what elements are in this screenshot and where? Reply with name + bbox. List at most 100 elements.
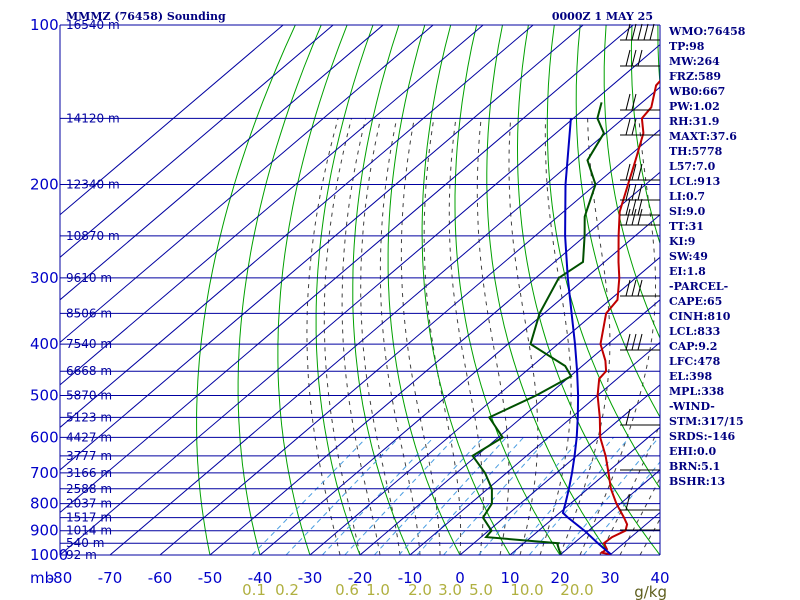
wind-barb-flag — [637, 49, 643, 67]
wind-barb-flag — [625, 279, 631, 297]
moist-adiabat — [323, 118, 361, 555]
mixing-ratio-line — [478, 437, 582, 555]
index-line: FRZ:589 — [669, 70, 721, 83]
isotherm-0 — [459, 384, 660, 555]
moist-adiabat — [306, 118, 341, 555]
wind-barb-flag — [631, 279, 637, 297]
isotherms — [60, 25, 660, 555]
height-label: 1014 m — [66, 524, 112, 538]
wind-barb-flag — [643, 23, 649, 41]
mixing-ratio-label: 0.6 — [335, 581, 359, 599]
temperature-label: -30 — [298, 569, 323, 587]
index-line: CAPE:65 — [669, 295, 722, 308]
wind-barb-flag — [631, 198, 637, 216]
index-line: LCL:913 — [669, 175, 720, 188]
index-line: PW:1.02 — [669, 100, 720, 113]
pressure-label-1000: 1000 — [30, 546, 68, 564]
wind-barb-flag — [625, 93, 631, 111]
dry-adiabat — [237, 25, 322, 555]
wind-barb-flag — [637, 183, 643, 201]
mixing-ratio-line — [285, 437, 400, 555]
wind-barb-flag — [631, 183, 637, 201]
isotherm--40 — [259, 214, 660, 555]
index-line: EI:1.8 — [669, 265, 706, 278]
moist-adiabat — [599, 422, 660, 555]
height-label: 14120 m — [66, 111, 120, 125]
isotherm--80 — [60, 43, 660, 555]
temperature-label: 20 — [550, 569, 569, 587]
wind-barb-flag — [637, 279, 643, 297]
height-label: 3777 m — [66, 449, 112, 463]
isotherm--20 — [359, 299, 660, 555]
wind-barb-flag — [625, 208, 631, 226]
height-label: 2037 m — [66, 497, 112, 511]
wind-barb-flag — [631, 333, 637, 351]
wind-barb-flag — [631, 118, 637, 136]
mixing-ratio-line — [322, 437, 434, 555]
pressure-label-900: 900 — [30, 522, 59, 540]
index-line: SI:9.0 — [669, 205, 706, 218]
isotherm--120 — [60, 25, 484, 386]
index-line: WB0:667 — [668, 85, 725, 98]
dry-adiabat — [761, 25, 800, 555]
pressure-label-100: 100 — [30, 16, 59, 34]
height-label: 92 m — [66, 548, 97, 562]
wind-barb-flag — [625, 333, 631, 351]
index-line: LCL:833 — [669, 325, 720, 338]
isotherm--110 — [60, 25, 534, 429]
wind-barb-flag — [649, 23, 655, 41]
mixing-ratio-label: 1.0 — [366, 581, 390, 599]
isotherm--70 — [109, 86, 660, 555]
index-line: CINH:810 — [669, 310, 731, 323]
isotherm--150 — [60, 25, 334, 258]
wind-barb-flag — [637, 208, 643, 226]
temperature-label: 40 — [650, 569, 669, 587]
wind-barb-flag — [637, 333, 643, 351]
wind-barb-flag — [631, 93, 637, 111]
mixing-ratio-line — [344, 437, 456, 555]
mixing-ratio-line — [398, 437, 507, 555]
index-line: TH:5778 — [669, 145, 723, 158]
moist-adiabat — [379, 118, 421, 555]
height-label: 2588 m — [66, 482, 112, 496]
pressure-label-400: 400 — [30, 335, 59, 353]
temperature-profile — [596, 79, 660, 555]
index-line: CAP:9.2 — [669, 340, 717, 353]
wind-barb-flag — [625, 49, 631, 67]
index-line: -WIND- — [669, 400, 715, 413]
mixing-ratio-line — [374, 437, 484, 555]
station-title: MMMZ (76458) Sounding — [66, 10, 226, 23]
valid-time: 0000Z 1 MAY 25 — [552, 10, 653, 23]
moist-adiabat — [448, 118, 484, 555]
height-label: 8506 m — [66, 306, 112, 320]
parcel-profile — [561, 118, 612, 555]
stability-indices-panel: WMO:76458 TP:98 MW:264 FRZ:589 WB0:667 PW:1.0… — [668, 25, 746, 488]
index-line: BSHR:13 — [669, 475, 725, 488]
wind-barb-flag — [631, 23, 637, 41]
isotherm--100 — [60, 25, 584, 471]
wind-barb-flag — [631, 208, 637, 226]
wind-barb-flag — [631, 163, 637, 181]
index-line: SW:49 — [669, 250, 708, 263]
temperature-label: 30 — [600, 569, 619, 587]
mixing-ratio-line — [251, 437, 368, 555]
index-line: LFC:478 — [669, 355, 721, 368]
temperature-label: -10 — [398, 569, 423, 587]
temperature-label: 0 — [455, 569, 465, 587]
index-line: LI:0.7 — [669, 190, 705, 203]
temperature-label: -20 — [348, 569, 373, 587]
index-line: MW:264 — [669, 55, 720, 68]
pressure-label-600: 600 — [30, 428, 59, 446]
height-label: 16540 m — [66, 18, 120, 32]
dewpoint-profile — [471, 102, 606, 555]
height-label: 7540 m — [66, 337, 112, 351]
height-label: 540 m — [66, 536, 104, 550]
moist-adiabat — [619, 477, 660, 555]
height-label: 12340 m — [66, 178, 120, 192]
isotherm--160 — [60, 25, 284, 216]
wind-barb-flag — [625, 408, 631, 426]
mixing-ratio-line — [583, 461, 660, 555]
dry-adiabat — [277, 25, 348, 555]
temperature-label: -50 — [198, 569, 223, 587]
